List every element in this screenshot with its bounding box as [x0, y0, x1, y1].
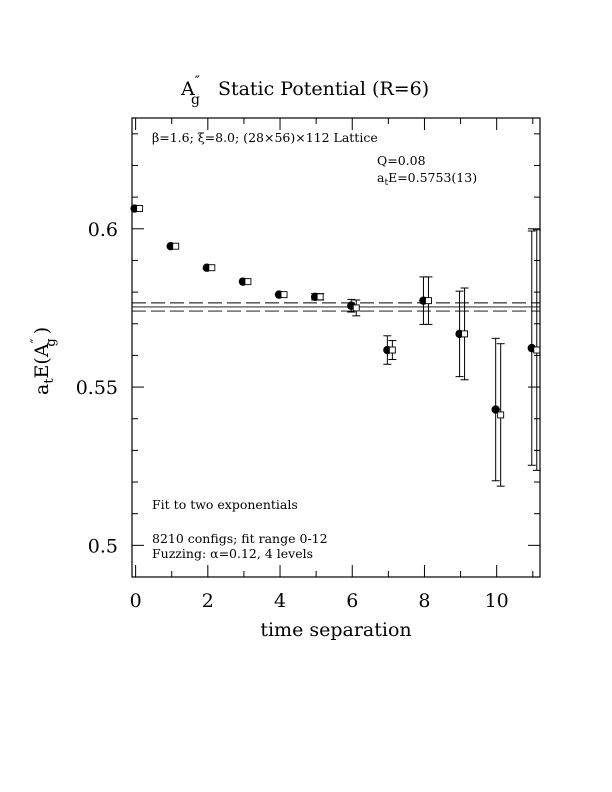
chart-title: A″ g Static Potential (R=6): [180, 74, 429, 108]
lattice-label: β=1.6; ξ=8.0; (28×56)×112 Lattice: [152, 130, 378, 145]
data-point: [533, 346, 541, 354]
configs-note: 8210 configs; fit range 0-12: [152, 531, 328, 546]
fuzzing-note: Fuzzing: α=0.12, 4 levels: [152, 546, 313, 561]
y-tick-label: 0.6: [88, 219, 118, 241]
data-point: [316, 293, 324, 301]
series-filled-circle: [130, 204, 536, 482]
x-tick-label: 10: [485, 590, 509, 612]
x-axis-tick-labels: 0 2 4 6 8 10: [130, 590, 509, 612]
x-axis-label: time separation: [260, 619, 411, 641]
x-axis-ticks: [135, 118, 534, 577]
data-point: [244, 278, 252, 286]
data-point: [352, 304, 360, 312]
x-tick-label: 0: [130, 590, 142, 612]
data-point: [208, 264, 216, 272]
y-axis-label: atE(A″g): [29, 327, 59, 395]
y-axis-tick-labels: 0.5 0.55 0.6: [76, 219, 118, 558]
data-point: [172, 242, 180, 250]
fit-band: [132, 302, 540, 312]
data-point: [280, 291, 288, 299]
data-series: [130, 204, 541, 487]
data-point: [136, 205, 144, 212]
data-point: [497, 411, 505, 419]
x-tick-label: 4: [274, 590, 286, 612]
data-point: [425, 297, 432, 305]
data-point: [461, 330, 469, 338]
x-tick-label: 2: [202, 590, 214, 612]
q-label: Q=0.08: [377, 153, 426, 168]
series-open-square: [136, 205, 541, 487]
energy-label: atE=0.5753(13): [377, 170, 477, 188]
x-tick-label: 8: [418, 590, 430, 612]
y-tick-label: 0.5: [88, 535, 118, 557]
data-point: [388, 346, 396, 354]
x-tick-label: 6: [346, 590, 358, 612]
fit-note: Fit to two exponentials: [152, 497, 298, 512]
y-tick-label: 0.55: [76, 377, 118, 399]
